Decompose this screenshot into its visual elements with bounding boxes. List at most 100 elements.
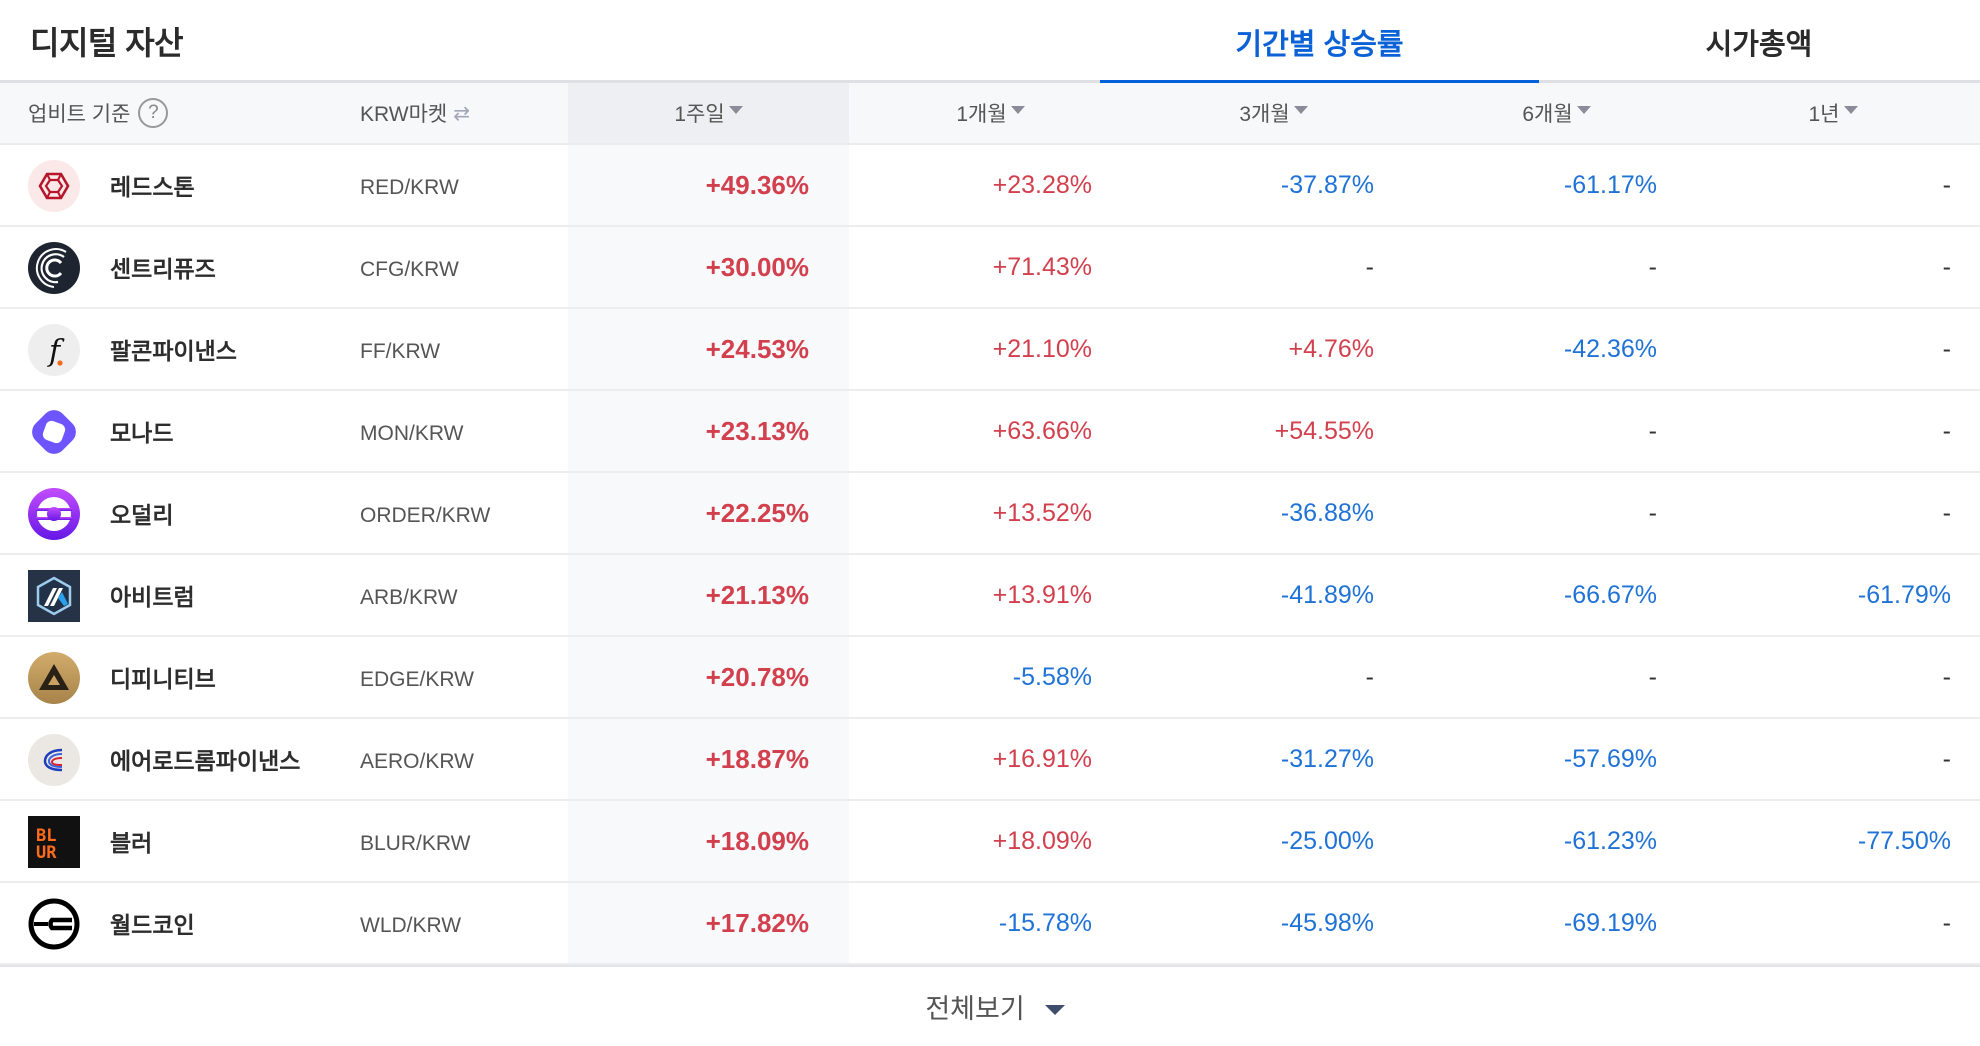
sort-down-icon	[1843, 106, 1858, 114]
return-6month: -69.19%	[1563, 908, 1657, 937]
svg-text:UR: UR	[36, 843, 57, 863]
sort-down-icon	[728, 106, 743, 114]
view-all-label: 전체보기	[925, 994, 1025, 1024]
return-1month: +16.91%	[992, 744, 1092, 773]
return-1week: +21.13%	[705, 579, 809, 610]
svg-text:BL: BL	[36, 826, 56, 846]
col-label-1week: 1주일	[674, 103, 725, 126]
return-3month: -45.98%	[1280, 908, 1374, 937]
view-all-button[interactable]: 전체보기	[925, 987, 1065, 1026]
sort-down-icon	[1293, 106, 1308, 114]
asset-name: 아비트럼	[110, 584, 195, 610]
return-1year: -61.79%	[1857, 580, 1951, 609]
definitive-icon	[28, 652, 80, 704]
asset-name: 센트리퓨즈	[110, 256, 216, 282]
table-row[interactable]: 디피니티브 EDGE/KRW +20.78% -5.58% - - -	[0, 637, 1980, 719]
return-1year: -	[1942, 662, 1951, 691]
asset-name: 오덜리	[110, 502, 174, 528]
asset-name: 블러	[110, 830, 153, 856]
asset-market: FF/KRW	[360, 340, 441, 363]
sort-1month[interactable]: 1개월	[849, 83, 1132, 143]
table-row[interactable]: 월드코인 WLD/KRW +17.82% -15.78% -45.98% -69…	[0, 883, 1980, 965]
page-title: 디지털 자산	[30, 25, 184, 61]
swap-icon[interactable]: ⇄	[453, 102, 471, 125]
return-6month: -	[1648, 662, 1657, 691]
return-1week: +30.00%	[705, 251, 809, 282]
return-1year: -	[1942, 170, 1951, 199]
return-6month: -61.17%	[1563, 170, 1657, 199]
monad-icon	[32, 410, 76, 454]
return-1month: -5.58%	[1012, 662, 1092, 691]
falcon-finance-icon: f	[28, 324, 80, 376]
return-6month: -	[1648, 498, 1657, 527]
centrifuge-icon	[28, 242, 80, 294]
table-row[interactable]: BL UR 블러 BLUR/KRW +18.09% +18.09% -25.00%…	[0, 801, 1980, 883]
table-row[interactable]: f 팔콘파이낸스 FF/KRW +24.53% +21.10% +4.76% -…	[0, 309, 1980, 391]
return-6month: -66.67%	[1563, 580, 1657, 609]
worldcoin-icon	[28, 898, 80, 950]
tab-period-returns[interactable]: 기간별 상승률	[1100, 0, 1539, 86]
asset-market: ORDER/KRW	[360, 504, 491, 527]
return-1month: -15.78%	[998, 908, 1092, 937]
return-1week: +23.13%	[705, 415, 809, 446]
return-6month: -57.69%	[1563, 744, 1657, 773]
asset-market: BLUR/KRW	[360, 832, 471, 855]
col-label-3month: 3개월	[1239, 103, 1290, 126]
return-3month: +4.76%	[1288, 334, 1375, 363]
return-1year: -77.50%	[1857, 826, 1951, 855]
return-6month: -	[1648, 252, 1657, 281]
sort-1year[interactable]: 1년	[1698, 83, 1968, 143]
return-1week: +17.82%	[705, 907, 809, 938]
asset-name: 모나드	[110, 420, 174, 446]
sort-3month[interactable]: 3개월	[1132, 83, 1415, 143]
orderly-icon	[28, 488, 80, 540]
top-bar: 디지털 자산 기간별 상승률 시가총액	[0, 0, 1980, 86]
return-1week: +18.09%	[705, 825, 809, 856]
return-3month: +54.55%	[1274, 416, 1374, 445]
return-1year: -	[1942, 498, 1951, 527]
table-footer: 전체보기	[0, 965, 1980, 1046]
asset-name: 레드스톤	[110, 174, 195, 200]
table-row[interactable]: 모나드 MON/KRW +23.13% +63.66% +54.55% - -	[0, 391, 1980, 473]
sort-6month[interactable]: 6개월	[1415, 83, 1698, 143]
return-1year: -	[1942, 908, 1951, 937]
return-1month: +18.09%	[992, 826, 1092, 855]
return-1year: -	[1942, 416, 1951, 445]
sort-1week[interactable]: 1주일	[568, 83, 849, 143]
return-3month: -25.00%	[1280, 826, 1374, 855]
return-1month: +23.28%	[992, 170, 1092, 199]
market-header[interactable]: KRW마켓 ⇄	[360, 83, 470, 143]
return-1year: -	[1942, 252, 1951, 281]
return-3month: -	[1365, 252, 1374, 281]
table-header: 업비트 기준 ? KRW마켓 ⇄ 1주일 1개월 3개월 6개월 1년	[0, 83, 1980, 145]
return-1week: +18.87%	[705, 743, 809, 774]
table-row[interactable]: 레드스톤 RED/KRW +49.36% +23.28% -37.87% -61…	[0, 145, 1980, 227]
return-1week: +22.25%	[705, 497, 809, 528]
return-1week: +20.78%	[705, 661, 809, 692]
asset-name: 월드코인	[110, 912, 195, 938]
return-3month: -31.27%	[1280, 744, 1374, 773]
sort-down-icon	[1576, 106, 1591, 114]
table-row[interactable]: 에어로드롬파이낸스 AERO/KRW +18.87% +16.91% -31.2…	[0, 719, 1980, 801]
asset-name: 디피니티브	[110, 666, 216, 692]
asset-name: 팔콘파이낸스	[110, 338, 237, 364]
asset-market: ARB/KRW	[360, 586, 458, 609]
redstone-icon	[28, 160, 80, 212]
tab-market-cap[interactable]: 시가총액	[1705, 28, 1813, 61]
table-row[interactable]: 아비트럼 ARB/KRW +21.13% +13.91% -41.89% -66…	[0, 555, 1980, 637]
arbitrum-icon	[28, 570, 80, 622]
help-icon[interactable]: ?	[138, 98, 169, 128]
chevron-down-icon	[1044, 1004, 1065, 1015]
return-3month: -36.88%	[1280, 498, 1374, 527]
return-1week: +24.53%	[705, 333, 809, 364]
asset-name: 에어로드롬파이낸스	[110, 748, 301, 774]
asset-market: WLD/KRW	[360, 914, 462, 937]
return-1month: +13.52%	[992, 498, 1092, 527]
col-label-6month: 6개월	[1522, 103, 1573, 126]
return-6month: -42.36%	[1563, 334, 1657, 363]
market-label: KRW마켓	[360, 103, 448, 126]
return-6month: -	[1648, 416, 1657, 445]
return-6month: -61.23%	[1563, 826, 1657, 855]
table-row[interactable]: 오덜리 ORDER/KRW +22.25% +13.52% -36.88% - …	[0, 473, 1980, 555]
table-row[interactable]: 센트리퓨즈 CFG/KRW +30.00% +71.43% - - -	[0, 227, 1980, 309]
